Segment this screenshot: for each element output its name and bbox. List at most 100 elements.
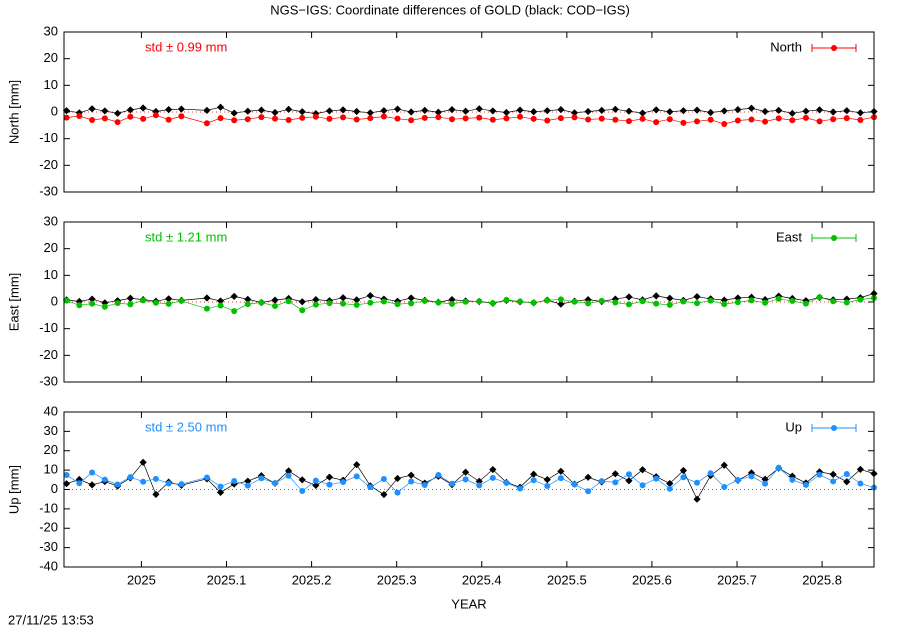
data-point [407, 108, 415, 116]
data-point [762, 118, 769, 125]
data-point [408, 300, 415, 307]
data-point [611, 105, 619, 113]
y-tick-label: 0 [51, 481, 58, 496]
data-point [503, 479, 510, 486]
data-point [679, 466, 688, 475]
data-point [761, 296, 769, 304]
series-line [66, 461, 875, 500]
data-point [666, 301, 673, 308]
data-point [272, 303, 279, 309]
data-point [101, 299, 109, 307]
data-point [802, 481, 809, 488]
data-point [761, 475, 769, 483]
data-point [639, 115, 646, 122]
data-point [353, 461, 361, 469]
data-point [217, 115, 224, 122]
data-point [720, 461, 728, 469]
data-point [114, 300, 121, 307]
data-point [462, 298, 469, 305]
data-point [693, 495, 701, 503]
data-point [707, 297, 714, 304]
data-point [625, 471, 632, 478]
data-point [857, 296, 864, 303]
data-point [503, 296, 510, 303]
data-point [639, 482, 646, 489]
data-point [152, 112, 159, 119]
data-point [394, 115, 401, 122]
data-point [788, 109, 796, 117]
data-point [775, 464, 782, 471]
data-point [89, 117, 96, 123]
data-point [570, 109, 579, 117]
data-point [271, 296, 279, 304]
data-point [612, 116, 619, 123]
data-point [89, 469, 96, 476]
data-point [598, 115, 605, 122]
data-point [101, 476, 108, 483]
data-point [285, 298, 292, 305]
legend-label: North [770, 39, 802, 54]
data-point [127, 113, 134, 120]
data-point [598, 478, 605, 485]
data-point [216, 103, 225, 111]
data-point [367, 115, 374, 122]
data-point [244, 295, 252, 303]
data-point [244, 482, 251, 489]
y-tick-label: -30 [39, 183, 58, 198]
data-point [476, 298, 483, 305]
legend-label: East [776, 229, 802, 244]
y-tick-label: 30 [44, 23, 58, 38]
data-point [312, 301, 319, 308]
legend-swatch [831, 235, 837, 241]
data-point [571, 114, 578, 121]
data-point [476, 114, 483, 121]
data-point [340, 114, 347, 121]
data-point [598, 297, 605, 304]
data-point [62, 480, 71, 488]
x-tick-label: 2025.7 [717, 572, 757, 587]
y-tick-label: 10 [44, 462, 58, 477]
data-point [802, 300, 809, 307]
data-point [394, 489, 401, 496]
y-tick-label: 20 [44, 50, 58, 65]
data-point [612, 479, 619, 486]
data-point [114, 481, 121, 488]
data-point [707, 470, 714, 477]
data-point [178, 481, 185, 488]
data-point [353, 301, 360, 308]
data-point [203, 474, 210, 481]
data-point [353, 116, 360, 123]
data-point [680, 119, 687, 126]
data-point [557, 115, 564, 122]
data-point [748, 473, 755, 480]
data-point [63, 471, 70, 478]
data-point [516, 106, 524, 114]
data-point [544, 117, 551, 124]
data-point [585, 116, 592, 123]
data-point [775, 106, 783, 114]
data-point [421, 114, 428, 121]
x-tick-label: 2025.8 [802, 572, 842, 587]
y-axis-label: Up [mm] [6, 465, 21, 514]
data-point [843, 478, 851, 486]
data-point [62, 107, 71, 115]
data-point [598, 106, 606, 114]
data-point [489, 107, 497, 115]
y-tick-label: 10 [44, 77, 58, 92]
data-point [63, 297, 70, 304]
data-point [380, 298, 387, 305]
data-point [789, 476, 796, 483]
data-point [734, 117, 741, 124]
y-tick-label: -40 [39, 558, 58, 573]
data-point [775, 295, 782, 302]
data-point [557, 300, 565, 308]
data-point [380, 113, 387, 120]
data-point [353, 296, 361, 304]
data-point [502, 108, 511, 117]
data-point [244, 301, 251, 308]
data-point [666, 116, 673, 123]
data-point [530, 108, 538, 116]
data-point [312, 477, 319, 484]
data-point [435, 299, 442, 306]
